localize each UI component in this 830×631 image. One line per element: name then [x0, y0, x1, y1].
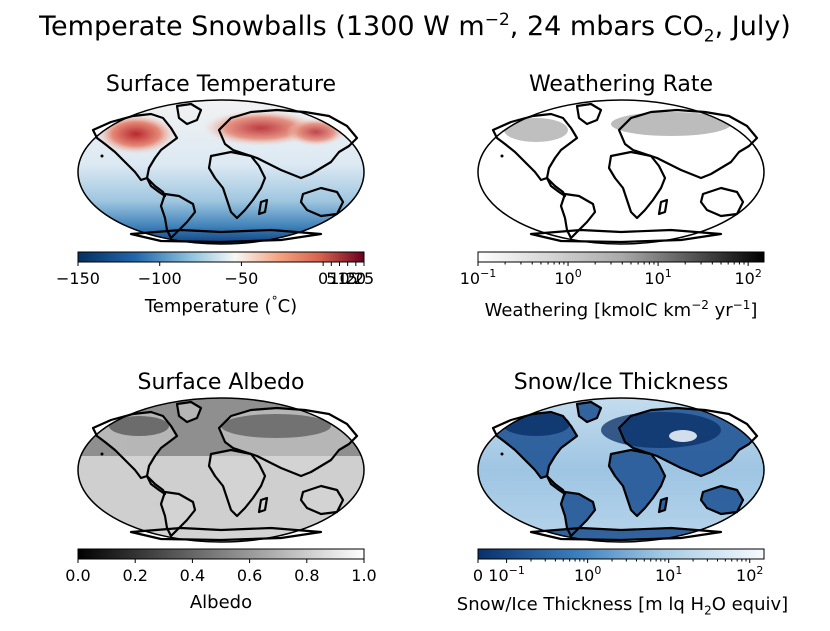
colorbar-label-weathering: Weathering [kmolC km−2 yr−1]	[484, 298, 758, 321]
colorbar-ticks-thickness: 0 10−1 100 101 102	[473, 559, 763, 585]
colorbar-tick-label: 5	[326, 269, 336, 288]
colorbar-label-temperature: Temperature (°C)	[144, 294, 298, 317]
colorbar-weathering: 10−1 100 101 102	[460, 251, 765, 288]
colorbar-tick-label: 10−1	[488, 564, 525, 585]
colorbar-tick-label: 101	[655, 564, 682, 585]
map-thickness	[477, 397, 765, 543]
map-weathering	[477, 99, 765, 245]
colorbar-tick-label: −50	[225, 269, 259, 288]
colorbar-tick-label: 0.0	[65, 566, 90, 585]
colorbar-tick-label: 10	[329, 269, 349, 288]
colorbar-tick-label: 0.6	[237, 566, 262, 585]
panel-title-albedo: Surface Albedo	[137, 370, 305, 395]
map-temperature	[77, 99, 365, 245]
map-albedo	[77, 397, 365, 543]
colorbar-tick-label: 102	[734, 267, 761, 288]
colorbar-tick-label: 102	[736, 564, 763, 585]
colorbar-tick-label: 0	[473, 566, 483, 585]
figure-title: Temperate Snowballs (1300 W m−2, 24 mbar…	[39, 10, 791, 47]
panel-title-temperature: Surface Temperature	[105, 72, 337, 97]
colorbar-tick-label: −150	[56, 269, 100, 288]
colorbar-label-albedo: Albedo	[189, 592, 253, 613]
colorbar-ticks-weathering: 10−1 100 101 102	[460, 262, 762, 288]
panel-title-thickness: Snow/Ice Thickness	[513, 370, 729, 395]
colorbar-tick-label: 1.0	[351, 566, 376, 585]
colorbar-tick-label: 10−1	[460, 267, 497, 288]
colorbar-tick-label: 0.2	[122, 566, 147, 585]
colorbar-tick-label: 0.8	[294, 566, 319, 585]
colorbar-tick-label: 20	[346, 269, 366, 288]
colorbar-tick-label: 100	[574, 564, 601, 585]
colorbar-tick-label: 15	[337, 269, 357, 288]
colorbar-tick-label: 101	[644, 267, 671, 288]
colorbar-tick-label: 0.4	[180, 566, 205, 585]
colorbar-tick-label: 100	[554, 267, 581, 288]
colorbar-thickness: 0 10−1 100 101 102	[473, 548, 765, 585]
colorbar-tick-label: 0	[318, 269, 328, 288]
panel-title-weathering: Weathering Rate	[528, 72, 714, 97]
colorbar-ticks-albedo: 0.0 0.2 0.4 0.6 0.8 1.0	[65, 559, 377, 585]
colorbar-label-thickness: Snow/Ice Thickness [m lq H2O equiv]	[456, 594, 789, 618]
colorbar-albedo: 0.0 0.2 0.4 0.6 0.8 1.0	[65, 548, 377, 585]
colorbar-tick-label: −100	[138, 269, 182, 288]
colorbar-tick-label: 25	[354, 269, 374, 288]
